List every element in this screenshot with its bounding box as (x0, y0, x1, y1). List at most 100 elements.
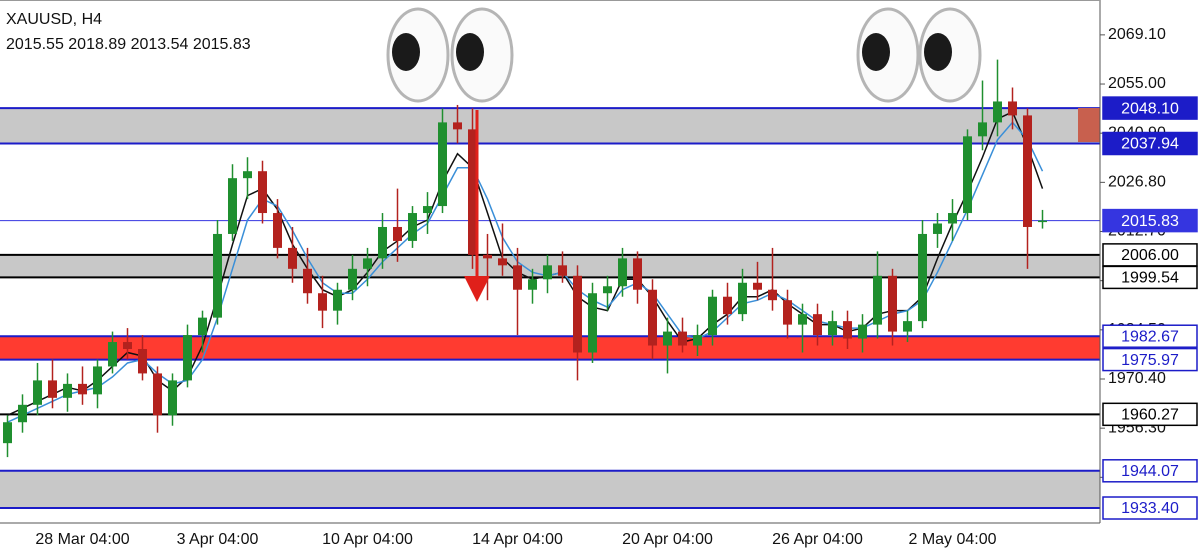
candle-body (813, 314, 822, 336)
candle-body (633, 258, 642, 290)
candle-body (543, 265, 552, 280)
x-tick-label: 20 Apr 04:00 (622, 531, 713, 548)
candle-body (648, 289, 657, 346)
ohlc-info: 2015.55 2018.89 2013.54 2015.83 (6, 36, 251, 53)
candle-body (183, 335, 192, 381)
candle-body (723, 296, 732, 315)
y-tick-label: 2055.00 (1108, 75, 1166, 92)
candle-body (978, 122, 987, 137)
level-label-box (1102, 208, 1198, 233)
candle-body (198, 317, 207, 336)
level-label: 2048.10 (1121, 100, 1179, 117)
eyes (386, 7, 982, 103)
candle-body (213, 233, 222, 318)
candle-body (1008, 101, 1017, 116)
candle-body (663, 331, 672, 346)
pupil (456, 33, 484, 71)
plot-area (0, 59, 1100, 510)
pupil (862, 33, 890, 71)
candle-body (408, 213, 417, 241)
candle-body (363, 258, 372, 269)
pupil (392, 33, 420, 71)
candle-body (78, 383, 87, 395)
candle-body (738, 282, 747, 315)
x-tick-label: 28 Mar 04:00 (35, 531, 129, 548)
candle-body (753, 282, 762, 290)
level-label: 1982.67 (1121, 328, 1179, 345)
candle-body (948, 213, 957, 224)
x-tick-label: 26 Apr 04:00 (772, 531, 863, 548)
zone (0, 336, 1100, 360)
candle-body (333, 289, 342, 311)
candle-body (18, 404, 27, 423)
candle-body (348, 268, 357, 290)
candle-body (3, 422, 12, 444)
candle-body (258, 171, 267, 214)
candle-body (273, 213, 282, 248)
candle-body (288, 247, 297, 269)
level-label-box (1102, 496, 1198, 520)
level-label-box (1102, 131, 1198, 156)
candle-body (168, 380, 177, 416)
candle-body (873, 275, 882, 325)
level-label: 1999.54 (1121, 270, 1179, 287)
level-label-box (1102, 459, 1198, 483)
candle-body (558, 265, 567, 276)
candle-body (393, 226, 402, 241)
candle-body (963, 136, 972, 214)
candle-body (828, 321, 837, 336)
marker-box (1078, 108, 1100, 142)
candle-body (588, 293, 597, 353)
y-tick-label: 2026.80 (1108, 174, 1166, 191)
candle-body (153, 373, 162, 416)
level-label-box (1102, 324, 1198, 348)
candle-body (138, 349, 147, 374)
candle-body (378, 226, 387, 259)
candle-body (858, 324, 867, 339)
candle-body (618, 258, 627, 287)
candle-body (783, 300, 792, 325)
level-label: 1933.40 (1121, 500, 1179, 517)
level-label-box (1102, 347, 1198, 372)
candle-body (918, 233, 927, 322)
candle-body (903, 321, 912, 332)
x-tick-label: 10 Apr 04:00 (322, 531, 413, 548)
annotations (386, 7, 1100, 302)
level-label: 1975.97 (1121, 352, 1179, 369)
level-label: 1960.27 (1121, 407, 1179, 424)
candle-body (843, 321, 852, 339)
candle-body (708, 296, 717, 336)
y-tick-label: 2069.10 (1108, 26, 1166, 43)
candle-body (603, 286, 612, 294)
candle-body (123, 342, 132, 350)
candle-body (228, 178, 237, 234)
candle-body (453, 122, 462, 130)
level-label-box (1102, 265, 1198, 290)
moving-average (7, 110, 1044, 416)
chart-title: XAUUSD, H4 (6, 11, 102, 28)
level-label: 2006.00 (1121, 247, 1179, 264)
candle-body (498, 258, 507, 266)
candle-body (993, 101, 1002, 123)
candle-body (483, 254, 492, 259)
arrow-head (464, 276, 490, 302)
candle-body (468, 129, 477, 255)
candle-body (678, 331, 687, 346)
time-axis-bg (0, 523, 1100, 554)
candle-body (423, 206, 432, 214)
candle-body (438, 122, 447, 207)
candle-body (318, 293, 327, 311)
moving-average (7, 121, 1044, 423)
x-tick-label: 14 Apr 04:00 (472, 531, 563, 548)
candle-body (528, 279, 537, 290)
candle-body (768, 289, 777, 301)
x-tick-label: 2 May 04:00 (908, 531, 996, 548)
level-label-box (1102, 96, 1198, 120)
candle-body (93, 366, 102, 395)
level-label: 1944.07 (1121, 463, 1179, 480)
zone (0, 108, 1100, 144)
candle-body (693, 335, 702, 346)
y-tick-label: 1970.40 (1108, 370, 1166, 387)
candle-body (48, 380, 57, 398)
